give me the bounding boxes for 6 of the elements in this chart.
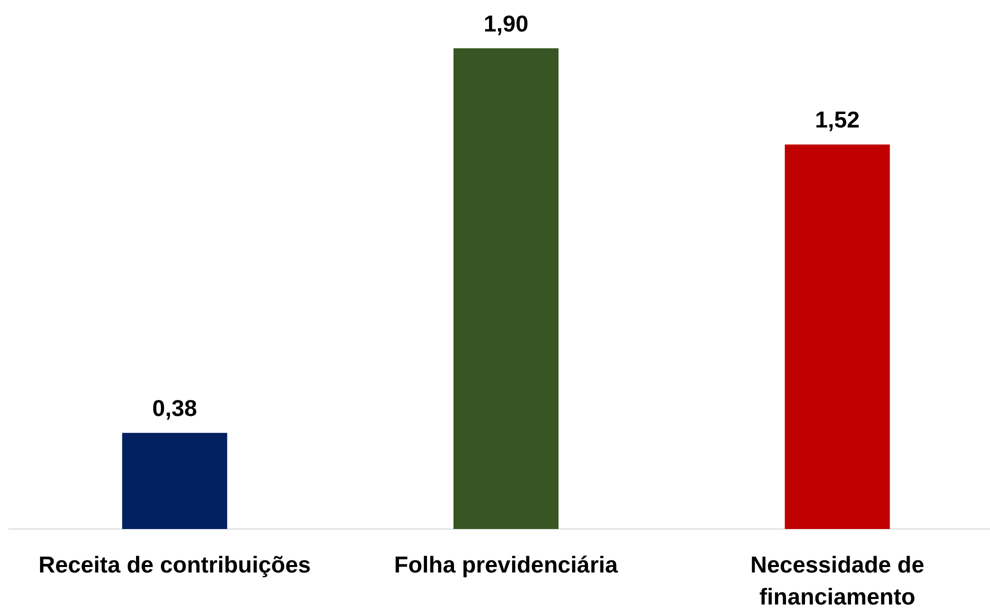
- data-label: 1,90: [484, 10, 528, 36]
- x-tick-label: Receita de contribuições: [38, 551, 311, 578]
- data-label: 0,38: [152, 394, 198, 421]
- data-label: 1,52: [814, 106, 860, 132]
- x-tick-label: Folha previdenciária: [394, 551, 618, 578]
- x-tick-label: Necessidade de financiamento: [750, 551, 924, 610]
